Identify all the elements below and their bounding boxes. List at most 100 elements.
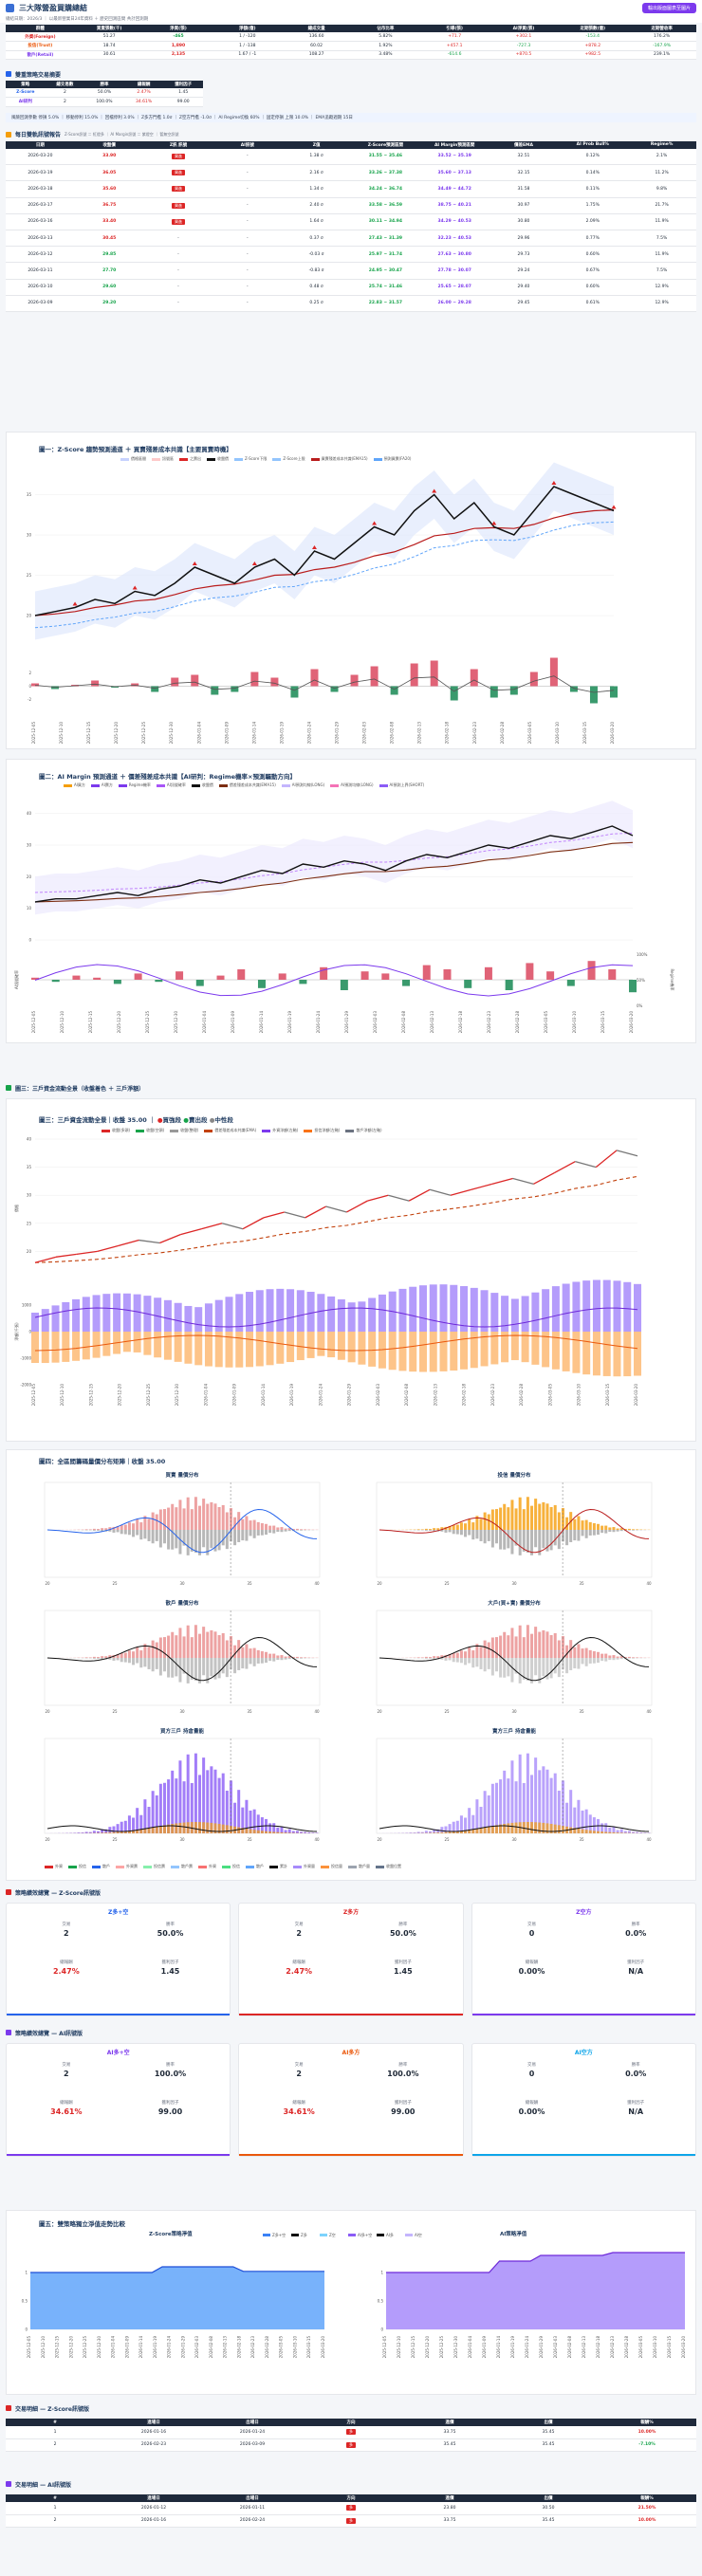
- forecast-line: [34, 521, 615, 629]
- direction-badge: 多: [346, 2429, 356, 2436]
- bar-mark: [286, 1289, 295, 1332]
- card-stat: 交易 2: [247, 2062, 351, 2085]
- bar-mark: [235, 1332, 244, 1368]
- bar-mark: [639, 1831, 643, 1833]
- x-tick-label: 2026-02-23: [487, 1011, 491, 1034]
- bar-mark: [190, 1637, 194, 1658]
- x-tick-label: 25: [444, 1709, 450, 1714]
- bar-mark: [97, 1831, 101, 1833]
- bar-mark: [174, 1302, 182, 1332]
- bar-mark: [139, 1650, 143, 1658]
- bar-mark: [452, 1652, 455, 1658]
- table-cell: 2026-03-13: [6, 230, 75, 248]
- bar-mark: [272, 1653, 276, 1658]
- bar-mark: [553, 1530, 557, 1546]
- bar-mark: [549, 1824, 553, 1833]
- bar-mark: [468, 1647, 471, 1658]
- section-marker-icon: [6, 2405, 11, 2411]
- table-cell: 2026-03-09: [6, 295, 75, 312]
- bar-mark: [551, 1332, 560, 1370]
- bar-mark: [280, 1530, 284, 1533]
- bar-mark: [448, 1530, 452, 1533]
- table-cell: -7.10%: [598, 2438, 696, 2452]
- table-cell: 36.75: [74, 197, 144, 214]
- bar-mark: [459, 1522, 463, 1530]
- bar-mark: [479, 1647, 483, 1658]
- stat-label: 勝率: [166, 1923, 175, 1927]
- bar-mark: [155, 1514, 158, 1530]
- table-cell: 27.43 ~ 31.39: [350, 230, 420, 248]
- chart3-title-text: 圖三：三戶資金流動全景｜收盤 35.00 ｜: [39, 1116, 156, 1124]
- stat-value: 1.45: [393, 1967, 413, 1976]
- table-cell: 25.65 ~ 28.07: [419, 279, 490, 296]
- bar-mark: [241, 1530, 245, 1541]
- table-cell: 1.92%: [350, 41, 420, 51]
- legend-item: 收盤價: [207, 456, 229, 462]
- bar-mark: [526, 1822, 529, 1833]
- export-button[interactable]: 輸出版面圖表至圖片: [641, 2, 696, 13]
- close-segment: [429, 1188, 452, 1196]
- bar-mark: [287, 1530, 291, 1532]
- bar-mark: [577, 1799, 581, 1833]
- bar-mark: [490, 1509, 494, 1530]
- bar-mark: [229, 1780, 232, 1833]
- bar-mark: [155, 1658, 158, 1669]
- bar-mark: [440, 1530, 444, 1532]
- bar-mark: [584, 1809, 588, 1833]
- bar-mark: [190, 1658, 194, 1680]
- legend-swatch-icon: [405, 2234, 413, 2236]
- x-tick-label: 2026-02-23: [490, 1384, 495, 1407]
- bar-mark: [514, 1781, 518, 1833]
- bar-mark: [97, 1657, 101, 1658]
- table-cell: 36.05: [74, 164, 144, 182]
- legend-label: 外資量: [304, 1864, 315, 1868]
- table-cell: 136.60: [282, 32, 351, 42]
- tag-bull-icon: ●: [157, 1116, 163, 1124]
- bar-mark: [264, 1658, 268, 1664]
- bar-mark: [132, 1817, 136, 1833]
- table-cell: 2.09%: [558, 213, 628, 230]
- bar-mark: [72, 1298, 81, 1332]
- bar-mark: [120, 1821, 123, 1833]
- bar-mark: [221, 1530, 225, 1546]
- bar-mark: [252, 1519, 256, 1530]
- card-accent: [471, 2154, 695, 2156]
- bar-mark: [123, 1524, 127, 1530]
- bar-mark: [436, 1656, 440, 1658]
- table-cell: 0.11%: [558, 180, 628, 198]
- bar-mark: [186, 1754, 190, 1833]
- x-tick-label: 20: [45, 1709, 50, 1714]
- bar-mark: [295, 1656, 299, 1658]
- bar-mark: [460, 1332, 469, 1370]
- app-logo-icon: [6, 3, 14, 12]
- bar-mark: [565, 1658, 569, 1674]
- bar-mark: [268, 1823, 272, 1833]
- bar-mark: [561, 1530, 564, 1542]
- bar-mark: [596, 1651, 600, 1658]
- bar-mark: [213, 1530, 217, 1552]
- x-tick-label: 2026-01-09: [232, 1384, 237, 1407]
- close-line: [34, 486, 615, 616]
- bar-mark: [178, 1658, 182, 1683]
- bar-mark: [494, 1825, 498, 1833]
- x-tick-label: 2026-02-08: [390, 722, 395, 745]
- bar-mark: [299, 980, 307, 984]
- y-axis-label: 價格: [13, 1205, 19, 1212]
- bar-mark: [596, 1530, 600, 1536]
- x-tick-label: 20: [45, 1581, 50, 1586]
- stat-value: N/A: [628, 2107, 644, 2116]
- bar-mark: [307, 1831, 311, 1833]
- bar-mark: [163, 1332, 172, 1360]
- x-tick-label: 2026-02-13: [430, 1011, 434, 1034]
- bar-mark: [241, 1658, 245, 1669]
- bar-mark: [565, 1645, 569, 1658]
- bar-mark: [545, 1658, 549, 1680]
- bar-mark: [424, 1656, 428, 1658]
- stat-label: 總報酬: [525, 1960, 539, 1965]
- bar-mark: [260, 1817, 264, 1833]
- bar-mark: [592, 1658, 596, 1664]
- table-cell: 2026-03-18: [6, 180, 75, 198]
- bar-mark: [176, 971, 184, 980]
- bar-mark: [608, 1527, 612, 1530]
- bar-mark: [178, 1500, 182, 1530]
